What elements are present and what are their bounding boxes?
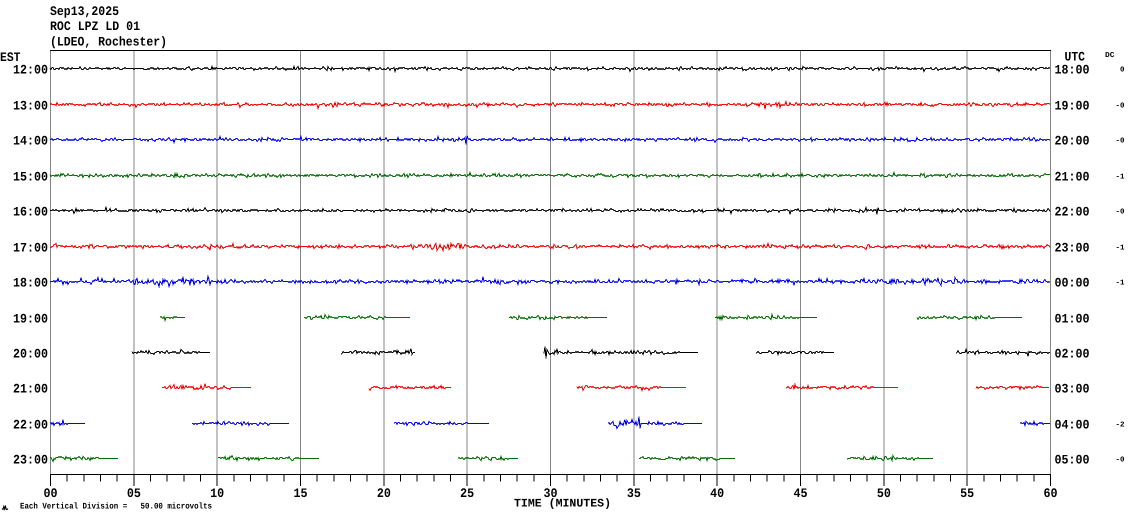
svg-text:Sep13,2025: Sep13,2025 xyxy=(50,4,119,19)
svg-text:00:00: 00:00 xyxy=(1055,276,1090,291)
svg-text:23:00: 23:00 xyxy=(13,453,48,468)
svg-text:15: 15 xyxy=(294,486,308,501)
svg-text:35: 35 xyxy=(627,486,641,501)
svg-text:12:00: 12:00 xyxy=(13,63,48,78)
svg-text:0: 0 xyxy=(1120,66,1125,75)
svg-text:00: 00 xyxy=(44,486,58,501)
svg-text:EST: EST xyxy=(0,50,21,65)
svg-text:04:00: 04:00 xyxy=(1055,418,1090,433)
svg-text:14:00: 14:00 xyxy=(13,134,48,149)
svg-text:02:00: 02:00 xyxy=(1055,347,1090,362)
svg-text:-1: -1 xyxy=(1115,280,1125,288)
svg-text:25: 25 xyxy=(460,486,474,501)
svg-text:DC: DC xyxy=(1105,51,1115,60)
svg-text:19:00: 19:00 xyxy=(13,312,48,327)
svg-text:05: 05 xyxy=(127,486,141,501)
svg-text:ROC LPZ LD 01: ROC LPZ LD 01 xyxy=(50,19,140,34)
svg-text:01:00: 01:00 xyxy=(1055,312,1090,327)
svg-text:16:00: 16:00 xyxy=(13,205,48,220)
svg-text:22:00: 22:00 xyxy=(13,418,48,433)
svg-text:60: 60 xyxy=(1044,486,1058,501)
svg-text:21:00: 21:00 xyxy=(1055,170,1090,185)
svg-text:23:00: 23:00 xyxy=(1055,241,1090,256)
svg-text:15:00: 15:00 xyxy=(13,170,48,185)
svg-text:20:00: 20:00 xyxy=(1055,134,1090,149)
svg-text:-0: -0 xyxy=(1115,102,1125,111)
svg-text:UTC: UTC xyxy=(1065,50,1086,65)
svg-text:40: 40 xyxy=(710,486,724,501)
svg-text:-0: -0 xyxy=(1115,137,1125,146)
svg-text:(LDEO, Rochester): (LDEO, Rochester) xyxy=(50,35,167,50)
svg-text:45: 45 xyxy=(794,486,808,501)
svg-text:13:00: 13:00 xyxy=(13,99,48,114)
svg-text:-0: -0 xyxy=(1115,456,1125,465)
svg-text:10: 10 xyxy=(210,486,224,501)
svg-text:21:00: 21:00 xyxy=(13,382,48,397)
svg-text:22:00: 22:00 xyxy=(1055,205,1090,220)
svg-text:-0: -0 xyxy=(1115,208,1125,217)
svg-text:TIME (MINUTES): TIME (MINUTES) xyxy=(514,498,611,511)
svg-text:03:00: 03:00 xyxy=(1055,382,1090,397)
svg-text:Each Vertical Division = 50.: Each Vertical Division = 50.00 microvolt… xyxy=(20,502,212,512)
svg-text:17:00: 17:00 xyxy=(13,241,48,256)
svg-text:30: 30 xyxy=(544,486,558,501)
svg-text:18:00: 18:00 xyxy=(13,276,48,291)
svg-text:19:00: 19:00 xyxy=(1055,99,1090,114)
svg-text:-1: -1 xyxy=(1115,174,1125,182)
svg-text:20: 20 xyxy=(377,486,391,501)
svg-text:20:00: 20:00 xyxy=(13,347,48,362)
svg-text:18:00: 18:00 xyxy=(1055,63,1090,78)
svg-text:50: 50 xyxy=(877,486,891,501)
svg-text:05:00: 05:00 xyxy=(1055,453,1090,468)
svg-text:55: 55 xyxy=(960,486,974,501)
svg-text:-1: -1 xyxy=(1115,245,1125,253)
svg-text:-2: -2 xyxy=(1115,421,1125,430)
